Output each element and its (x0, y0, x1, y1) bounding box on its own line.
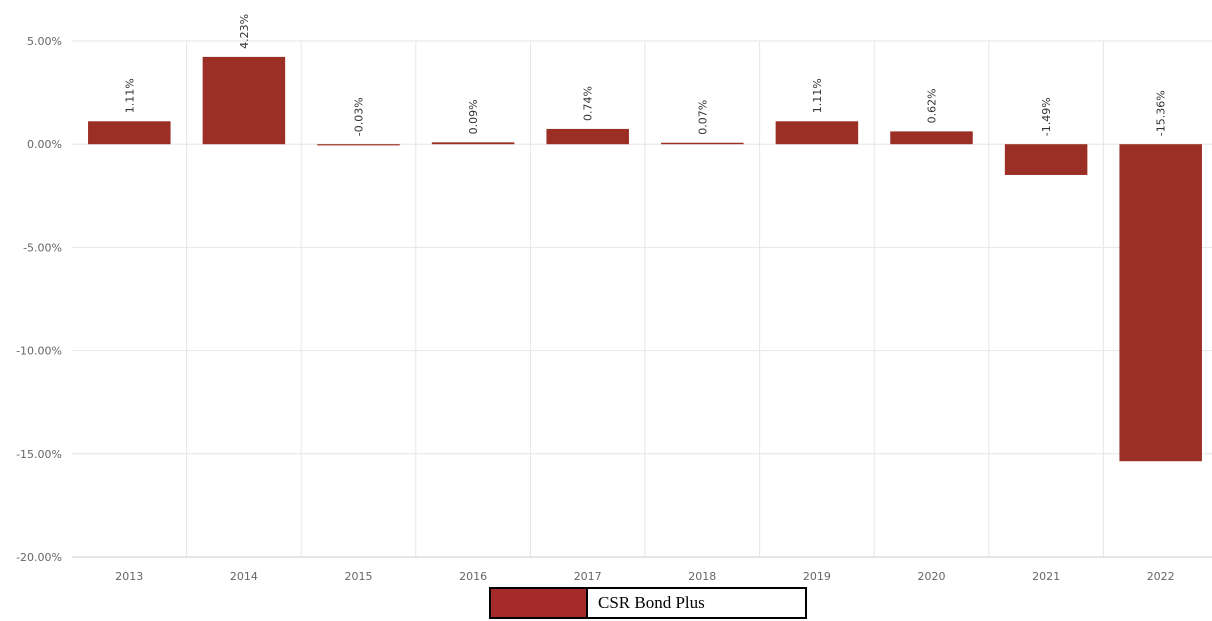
x-tick-label: 2018 (688, 570, 716, 583)
legend-label: CSR Bond Plus (598, 593, 705, 612)
bar-2014 (202, 56, 286, 145)
x-tick-label: 2015 (345, 570, 373, 583)
data-labels: 1.11% 4.23% -0.03% 0.09% 0.74% 0.07% 1.11% 0.62… (123, 14, 1167, 136)
data-label-2021: -1.49% (1040, 97, 1053, 136)
x-tick-label: 2020 (918, 570, 946, 583)
bar-2021 (1004, 144, 1088, 175)
data-label-2022: -15.36% (1155, 90, 1168, 136)
data-label-2020: 0.62% (926, 88, 939, 123)
y-tick-label: 5.00% (27, 35, 62, 48)
y-tick-label: -20.00% (16, 551, 62, 564)
bar-series (88, 56, 1202, 462)
x-tick-label: 2016 (459, 570, 487, 583)
x-axis-labels: 2013 2014 2015 2016 2017 2018 2019 2020 2021 2022 (115, 570, 1174, 583)
x-tick-label: 2013 (115, 570, 143, 583)
data-label-2019: 1.11% (811, 78, 824, 113)
x-tick-label: 2017 (574, 570, 602, 583)
x-tick-label: 2019 (803, 570, 831, 583)
grid-lines (72, 40, 1212, 558)
bar-2018 (661, 142, 744, 145)
legend[interactable]: CSR Bond Plus (489, 587, 807, 619)
legend-swatch (491, 589, 588, 617)
x-tick-label: 2014 (230, 570, 258, 583)
bar-2015 (317, 144, 400, 146)
data-label-2014: 4.23% (238, 14, 251, 49)
bar-2020 (890, 131, 973, 145)
y-axis-labels: 5.00% 0.00% -5.00% -10.00% -15.00% -20.00% (16, 35, 62, 564)
y-tick-label: -10.00% (16, 345, 62, 358)
data-label-2013: 1.11% (123, 78, 136, 113)
y-tick-label: -5.00% (23, 241, 62, 254)
x-tick-label: 2021 (1032, 570, 1060, 583)
y-tick-label: -15.00% (16, 448, 62, 461)
bar-2013 (88, 121, 171, 145)
bar-2017 (546, 128, 629, 145)
data-label-2017: 0.74% (582, 86, 595, 121)
bar-2016 (431, 142, 515, 145)
bar-chart: 5.00% 0.00% -5.00% -10.00% -15.00% -20.00% 20… (16, 14, 1212, 583)
data-label-2015: -0.03% (353, 97, 366, 136)
data-label-2018: 0.07% (696, 100, 709, 135)
bar-2019 (775, 121, 859, 145)
y-tick-label: 0.00% (27, 138, 62, 151)
x-tick-label: 2022 (1147, 570, 1175, 583)
data-label-2016: 0.09% (467, 99, 480, 134)
bar-2022 (1119, 144, 1202, 462)
